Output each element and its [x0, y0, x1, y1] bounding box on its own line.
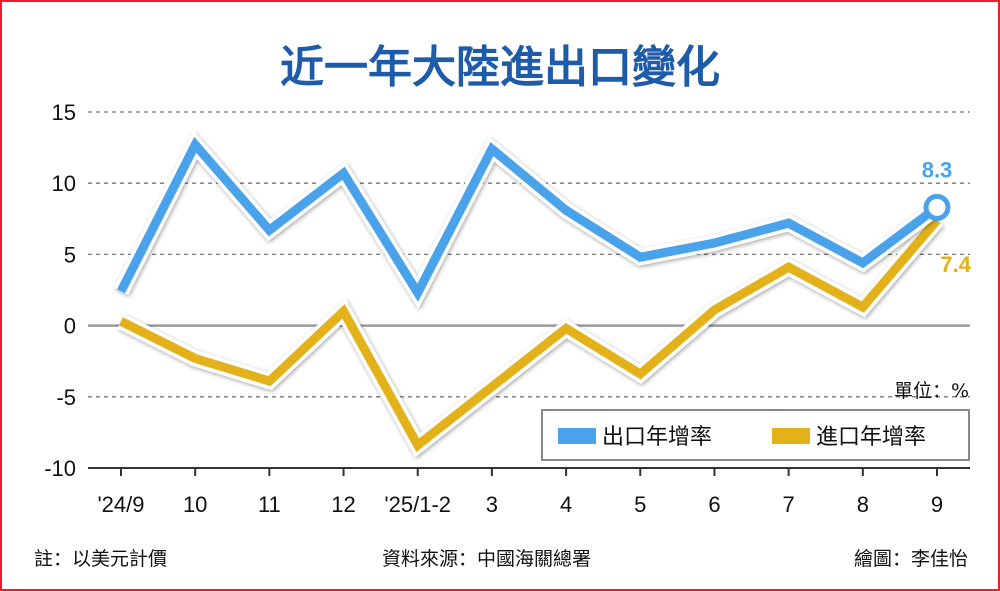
series-line [118, 217, 941, 453]
x-tick-label: '25/1-2 [384, 492, 451, 517]
series-export [113, 130, 942, 310]
legend-label-import: 進口年增率 [816, 425, 926, 450]
source-note: 資料來源：中國海關總署 [382, 548, 591, 570]
series-line [116, 136, 940, 302]
x-tick-label: 4 [560, 492, 572, 517]
y-tick-label: -10 [44, 456, 76, 481]
legend-swatch-export [558, 428, 596, 444]
x-tick-label: 10 [183, 492, 207, 517]
footnote: 註：以美元計價 [34, 548, 167, 570]
credit-note: 繪圖：李佳怡 [854, 548, 968, 570]
legend-swatch-import [772, 428, 810, 444]
legend-label-export: 出口年增率 [602, 425, 712, 450]
data-label-import-9: 7.4 [940, 252, 971, 277]
series-layer [113, 130, 951, 458]
export-end-marker [923, 193, 951, 221]
x-tick-label: 7 [783, 492, 795, 517]
series-import [117, 215, 944, 458]
unit-label: 單位：% [894, 380, 969, 402]
x-tick-label: 12 [331, 492, 355, 517]
x-tick-label: 3 [486, 492, 498, 517]
x-tick-label: 11 [258, 492, 281, 517]
x-tick-label: 8 [857, 492, 869, 517]
y-tick-label: 10 [52, 171, 76, 196]
x-tick-label: 9 [931, 492, 943, 517]
y-axis-ticks: 15 10 5 0 -5 -10 [44, 100, 76, 481]
legend: 出口年增率 進口年增率 [541, 409, 970, 461]
y-tick-label: 5 [64, 242, 76, 267]
y-tick-label: 15 [52, 100, 76, 125]
x-tick-label: 5 [634, 492, 646, 517]
y-tick-label: 0 [64, 314, 76, 339]
chart-title: 近一年大陸進出口變化 [280, 42, 720, 93]
x-axis-ticks: '24/9 10 11 12 '25/1-2 3 4 5 6 7 8 9 [97, 468, 943, 517]
x-tick-label: 6 [708, 492, 720, 517]
x-tick-label: '24/9 [97, 492, 144, 517]
data-label-export-9: 8.3 [922, 157, 953, 182]
series-outline [113, 130, 942, 310]
y-tick-label: -5 [56, 385, 76, 410]
data-labels: 8.3 7.4 [922, 157, 972, 277]
legend-box [541, 409, 970, 461]
